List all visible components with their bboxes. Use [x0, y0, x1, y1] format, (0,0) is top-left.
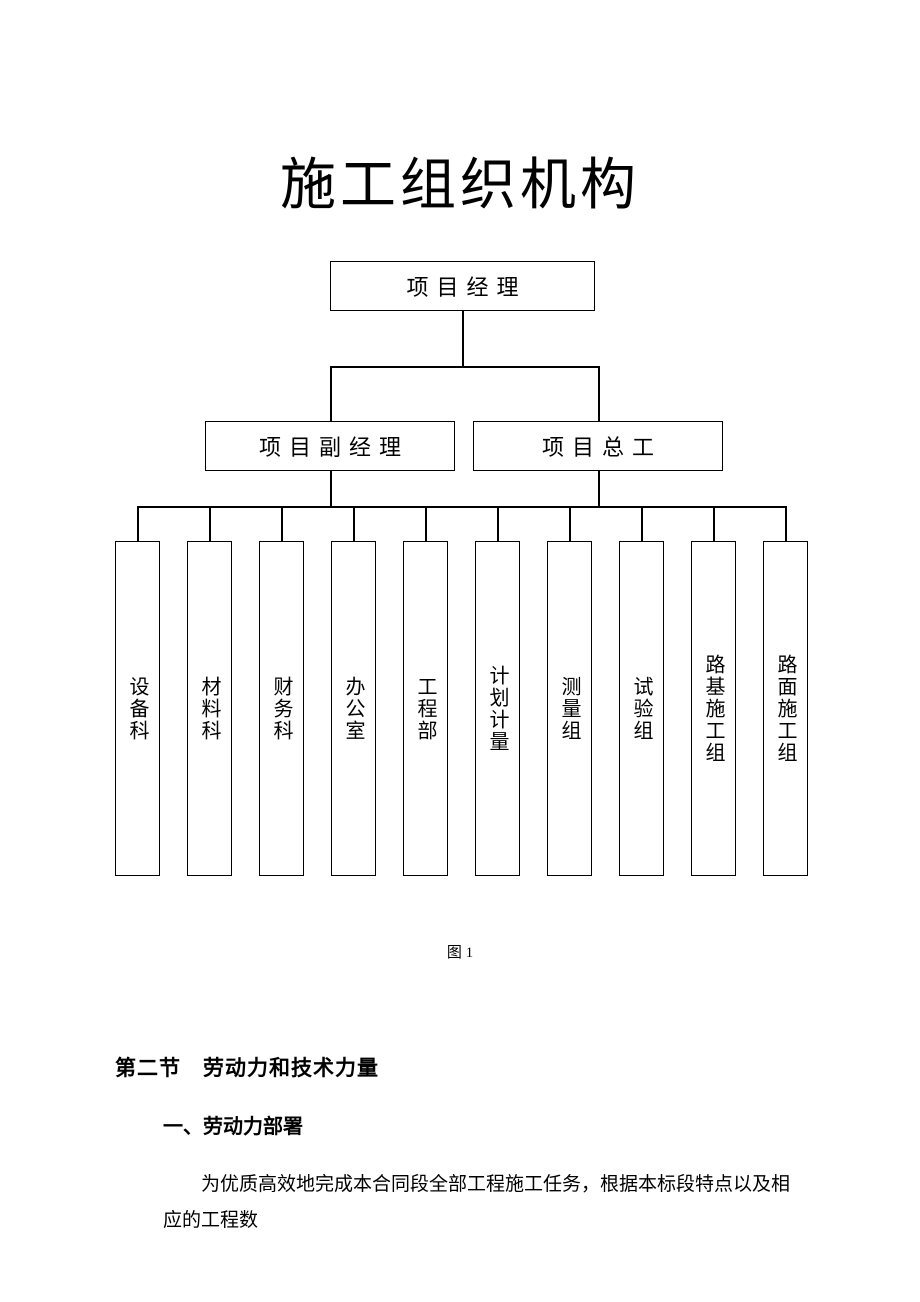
connector-l2-hbar	[330, 366, 598, 368]
connector-leaf-drop-4	[425, 506, 427, 541]
connector-l2-drop-left	[330, 366, 332, 421]
leaf-subgrade: 路基施工组	[691, 541, 736, 876]
section-heading: 第二节 劳动力和技术力量	[115, 1052, 805, 1082]
leaf-office: 办公室	[331, 541, 376, 876]
leaf-finance: 财务科	[259, 541, 304, 876]
leaf-engineering-label: 工程部	[411, 676, 440, 742]
leaf-testing: 试验组	[619, 541, 664, 876]
org-chart: 项目经理 项目副经理 项目总工 设备科	[115, 261, 805, 881]
connector-root-drop	[462, 311, 464, 366]
connector-leaf-drop-1	[209, 506, 211, 541]
leaf-equipment-label: 设备科	[123, 676, 152, 742]
leaf-survey-label: 测量组	[555, 676, 584, 742]
leaf-office-label: 办公室	[339, 676, 368, 742]
connector-leaf-drop-6	[569, 506, 571, 541]
node-chief-engineer: 项目总工	[473, 421, 723, 471]
leaf-equipment: 设备科	[115, 541, 160, 876]
connector-l2left-drop	[330, 471, 332, 506]
node-deputy-manager: 项目副经理	[205, 421, 455, 471]
connector-leaf-drop-3	[353, 506, 355, 541]
leaf-subgrade-label: 路基施工组	[699, 654, 728, 764]
connector-l2right-drop	[598, 471, 600, 506]
node-root: 项目经理	[330, 261, 595, 311]
figure-caption: 图 1	[115, 941, 805, 962]
leaf-pavement-label: 路面施工组	[771, 654, 800, 764]
node-root-label: 项目经理	[398, 270, 526, 302]
leaf-engineering: 工程部	[403, 541, 448, 876]
leaf-materials-label: 材料科	[195, 676, 224, 742]
leaf-materials: 材料科	[187, 541, 232, 876]
node-chief-engineer-label: 项目总工	[534, 430, 662, 462]
leaf-planning-label: 计划计量	[483, 665, 512, 753]
leaf-survey: 测量组	[547, 541, 592, 876]
connector-leaf-drop-0	[137, 506, 139, 541]
connector-leaf-drop-7	[641, 506, 643, 541]
connector-leaf-hbar	[137, 506, 786, 508]
connector-leaf-drop-9	[785, 506, 787, 541]
main-title: 施工组织机构	[115, 140, 805, 221]
leaf-pavement: 路面施工组	[763, 541, 808, 876]
leaf-planning: 计划计量	[475, 541, 520, 876]
leaf-testing-label: 试验组	[627, 676, 656, 742]
connector-leaf-drop-8	[713, 506, 715, 541]
subsection-heading: 一、劳动力部署	[163, 1110, 805, 1139]
connector-l2-drop-right	[598, 366, 600, 421]
body-text: 为优质高效地完成本合同段全部工程施工任务，根据本标段特点以及相应的工程数	[163, 1167, 805, 1239]
leaf-finance-label: 财务科	[267, 676, 296, 742]
connector-leaf-drop-2	[281, 506, 283, 541]
node-deputy-manager-label: 项目副经理	[251, 430, 409, 462]
connector-leaf-drop-5	[497, 506, 499, 541]
